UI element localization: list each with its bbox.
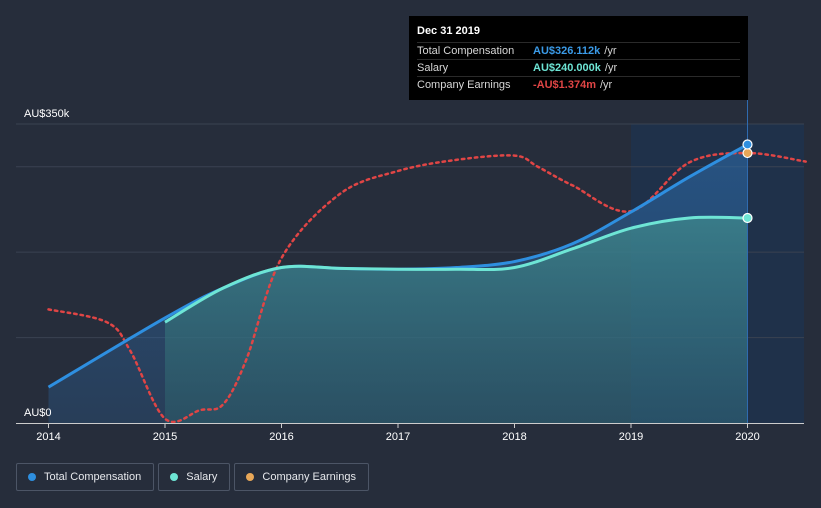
y-axis-labels: AU$350k AU$0 — [24, 108, 70, 419]
legend-dot-icon — [246, 473, 255, 481]
legend-dot-icon — [28, 473, 36, 481]
x-tick-label: 2016 — [269, 431, 293, 443]
tooltip-value: AU$326.112k — [533, 45, 601, 57]
tooltip-label: Company Earnings — [417, 79, 511, 91]
legend-item-salary[interactable]: Salary — [158, 463, 231, 491]
tooltip-row-total-compensation: Total Compensation AU$326.112k /yr — [417, 42, 740, 59]
total-compensation-point[interactable] — [742, 139, 753, 150]
legend-label: Company Earnings — [262, 471, 356, 483]
tooltip: Dec 31 2019 Total Compensation AU$326.11… — [409, 16, 748, 100]
x-tick-label: 2019 — [619, 431, 643, 443]
y-label-max: AU$350k — [24, 108, 70, 120]
x-axis-ticks: 2014 2015 2016 2017 2018 2019 2020 — [36, 423, 760, 443]
x-tick-label: 2018 — [502, 431, 526, 443]
legend-item-company-earnings[interactable]: Company Earnings — [234, 463, 369, 491]
salary-area — [165, 217, 748, 423]
tooltip-unit: /yr — [604, 45, 617, 57]
legend-item-total-compensation[interactable]: Total Compensation — [16, 463, 155, 491]
tooltip-row-company-earnings: Company Earnings -AU$1.374m /yr — [417, 76, 740, 93]
x-tick-label: 2015 — [153, 431, 177, 443]
tooltip-value: -AU$1.374m — [533, 79, 596, 91]
company-earnings-point[interactable] — [742, 147, 753, 159]
tooltip-value: AU$240.000k — [533, 62, 601, 74]
tooltip-label: Total Compensation — [417, 45, 515, 57]
end-points[interactable] — [742, 139, 753, 224]
x-tick-label: 2020 — [735, 431, 759, 443]
salary-point[interactable] — [742, 212, 753, 224]
salary-line — [164, 215, 748, 324]
legend-dot-icon — [170, 473, 179, 481]
y-label-zero: AU$0 — [24, 407, 52, 419]
x-tick-label: 2017 — [386, 431, 410, 443]
x-tick-label: 2014 — [36, 431, 60, 443]
series-areas — [48, 144, 748, 423]
legend-label: Total Compensation — [44, 471, 142, 483]
series-lines — [47, 143, 807, 424]
tooltip-row-salary: Salary AU$240.000k /yr — [417, 59, 740, 76]
tooltip-date: Dec 31 2019 — [417, 25, 480, 37]
legend-label: Salary — [186, 471, 218, 483]
tooltip-unit: /yr — [604, 62, 618, 74]
tooltip-label: Salary — [417, 62, 449, 74]
legend: Total Compensation Salary Company Earnin… — [16, 463, 369, 491]
chart: 2014 2015 2016 2017 2018 2019 2020 AU$350k AU$0 — [16, 100, 807, 443]
tooltip-unit: /yr — [599, 79, 613, 91]
